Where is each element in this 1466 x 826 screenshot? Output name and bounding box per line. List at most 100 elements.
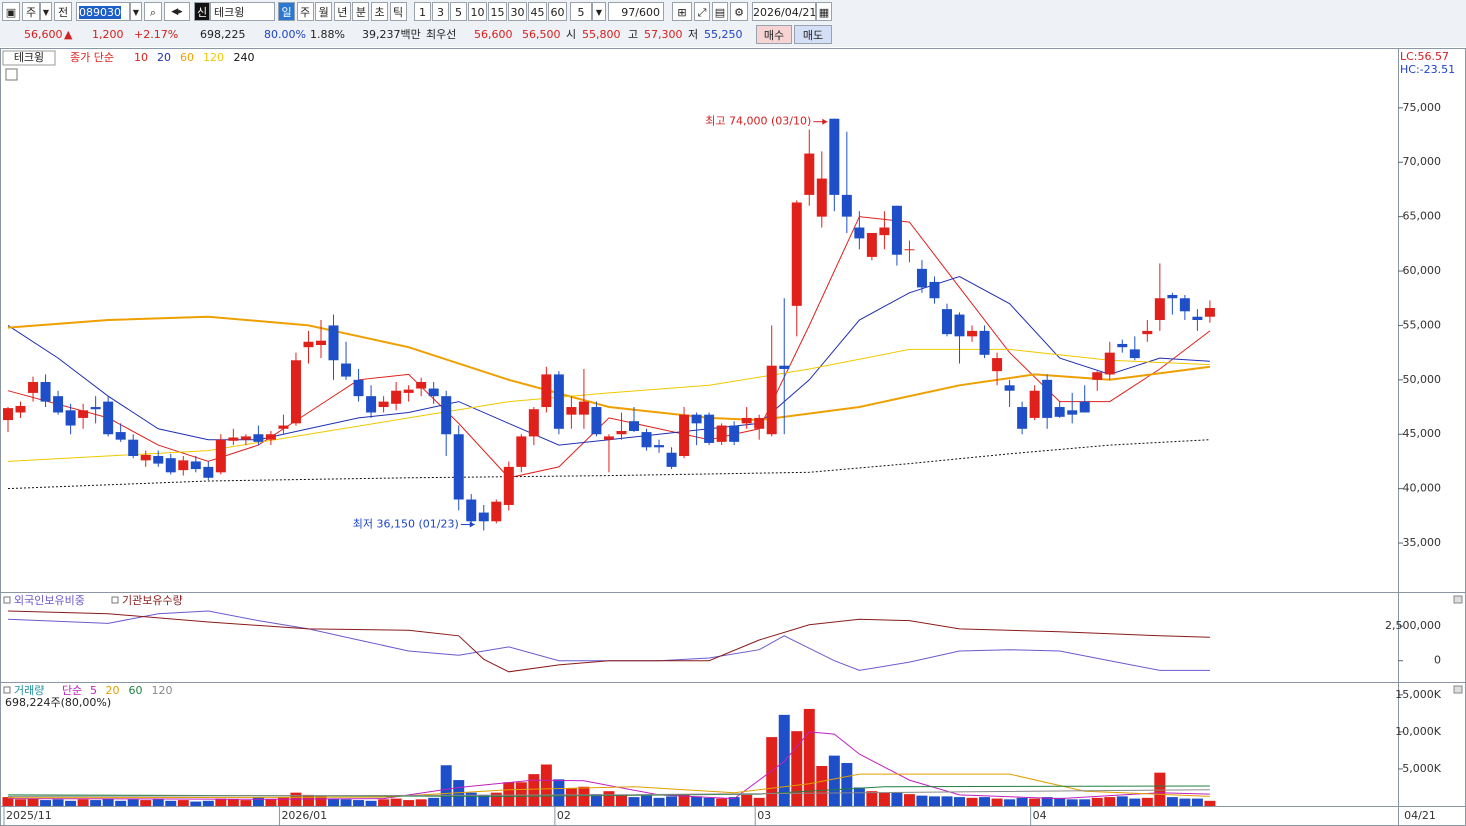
volume-bar (1166, 797, 1178, 806)
y-tick-label: 0 (1434, 654, 1441, 667)
volume-bar (1116, 796, 1128, 806)
volume-bar (15, 799, 27, 806)
volume-bar (1054, 797, 1066, 806)
unit-input[interactable]: 5 (570, 2, 592, 21)
volume-bar (778, 714, 790, 806)
volume-bar (340, 799, 352, 806)
legend-marker (111, 596, 119, 604)
candle-body (1067, 410, 1078, 415)
volume-bar (565, 788, 577, 806)
candle-body (904, 249, 915, 251)
volume-bar (678, 794, 690, 806)
volume-bar (1191, 798, 1203, 806)
calendar-button[interactable]: ▦ (816, 2, 832, 21)
candle-body (1117, 343, 1128, 348)
prev-button[interactable]: 전 (54, 2, 72, 21)
dropdown[interactable]: ▼ (130, 2, 142, 21)
date-input[interactable]: 2026/04/21 (752, 2, 816, 21)
best-label: 최우선 (426, 28, 457, 41)
series-line (7, 275, 1210, 446)
volume-bar (378, 799, 390, 806)
volume-bar (716, 798, 728, 806)
volume-bar (791, 731, 803, 806)
volume-bar (315, 796, 327, 806)
period-button[interactable]: 일 (278, 2, 295, 21)
buy-button[interactable]: 매수 (756, 25, 792, 44)
candle-body (616, 430, 627, 435)
market-select[interactable]: 주 (22, 2, 40, 21)
interval-button[interactable]: 1 (414, 2, 431, 21)
interval-button[interactable]: 10 (468, 2, 487, 21)
volume-bar (991, 798, 1003, 806)
legend-item: 기관보유수량 (122, 594, 183, 607)
count-input[interactable]: 97/600 (608, 2, 664, 21)
interval-button[interactable]: 45 (528, 2, 547, 21)
candle-body (403, 389, 414, 393)
x-tick-label: 04 (1033, 809, 1047, 822)
interval-button[interactable]: 30 (508, 2, 527, 21)
dropdown[interactable]: ▼ (40, 2, 52, 21)
settings-icon[interactable] (5, 68, 18, 81)
period-button[interactable]: 틱 (389, 2, 407, 21)
tool-icon[interactable]: ⊞ (672, 2, 692, 21)
volume-bar (1016, 797, 1028, 806)
search-button[interactable]: ⌕ (144, 2, 162, 21)
candle-body (1092, 372, 1103, 380)
volume-bar (691, 796, 703, 806)
volume-bar (615, 794, 627, 806)
volume-bar (515, 782, 527, 806)
interval-button[interactable]: 15 (488, 2, 507, 21)
tool-icon[interactable]: ⚙ (730, 2, 748, 21)
menu-icon[interactable]: ▣ (2, 2, 20, 21)
volume-bar (490, 792, 502, 806)
series-line (7, 315, 1211, 422)
interval-button[interactable]: 60 (548, 2, 567, 21)
volume-bar (878, 792, 890, 806)
period-button[interactable]: 분 (352, 2, 370, 21)
candle-body (603, 436, 614, 440)
period-button[interactable]: 월 (315, 2, 333, 21)
candle-body (816, 178, 827, 217)
volume-bar (653, 797, 665, 806)
panel-button[interactable] (1453, 595, 1463, 604)
candle-body (591, 407, 602, 435)
dropdown[interactable]: ▼ (592, 2, 606, 21)
sell-button[interactable]: 매도 (794, 25, 832, 44)
candle-body (178, 460, 189, 471)
name-input[interactable]: 테크윙 (210, 2, 275, 21)
low: 55,250 (704, 28, 743, 41)
interval-button[interactable]: 5 (450, 2, 467, 21)
panel-button[interactable] (1453, 685, 1463, 694)
candle-body (1079, 401, 1090, 413)
note-arrowhead (469, 521, 475, 528)
volume-bar (478, 794, 490, 806)
candle-body (1167, 294, 1178, 299)
legend-prefix: 단순 (62, 684, 82, 697)
candle-body (1054, 407, 1065, 417)
bid: 56,500 (522, 28, 561, 41)
candle-body (153, 456, 164, 464)
volume-bar (590, 794, 602, 806)
tool-icon[interactable]: ⤢ (694, 2, 710, 21)
candle-body (841, 194, 852, 217)
candle-body (528, 409, 539, 437)
period-button[interactable]: 주 (296, 2, 314, 21)
y-tick-label: 40,000 (1403, 482, 1442, 495)
period-button[interactable]: 초 (371, 2, 388, 21)
candle-body (566, 407, 577, 415)
interval-button[interactable]: 3 (432, 2, 449, 21)
period-button[interactable]: 년 (333, 2, 351, 21)
volume-bar (52, 799, 64, 806)
volume-bar (741, 794, 753, 806)
code-input[interactable]: 089030 (76, 2, 130, 21)
y-tick-label: 75,000 (1403, 101, 1442, 114)
volume-bar (77, 799, 89, 806)
y-tick-label: 65,000 (1403, 210, 1442, 223)
candle-body (1104, 352, 1115, 375)
legend-item: 10 (134, 51, 148, 64)
y-tick-label: 60,000 (1403, 264, 1442, 277)
tool-icon[interactable]: ▤ (712, 2, 728, 21)
nav-button[interactable]: ◀▸ (164, 2, 190, 21)
volume-bar (127, 799, 139, 806)
